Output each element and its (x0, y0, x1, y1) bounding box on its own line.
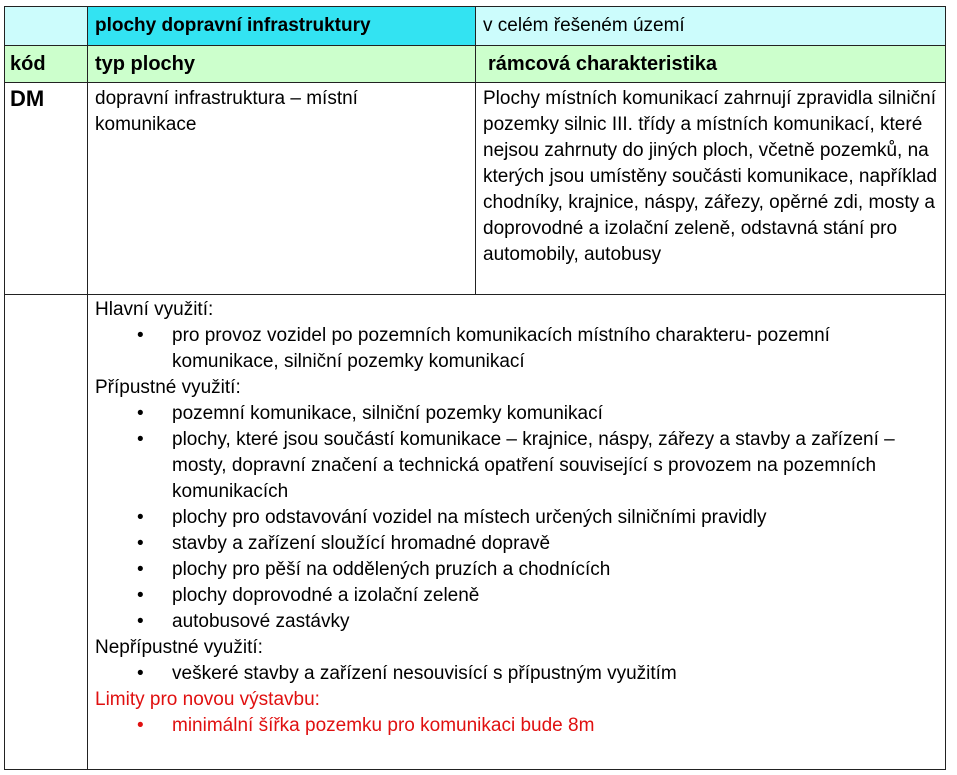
list-item: plochy, které jsou součástí komunikace –… (137, 427, 938, 505)
list-item: plochy pro odstavování vozidel na místec… (137, 505, 938, 531)
empty-cell (4, 6, 88, 46)
section-permitted-use: Přípustné využití: pozemní komunikace, s… (95, 375, 938, 635)
section-main-use: Hlavní využití: pro provoz vozidel po po… (95, 297, 938, 375)
area-code: DM (4, 82, 88, 295)
category-title: plochy dopravní infrastruktury (87, 6, 476, 46)
usage-rules: Hlavní využití: pro provoz vozidel po po… (87, 294, 946, 770)
list-item: minimální šířka pozemku pro komunikaci b… (137, 713, 938, 739)
section-title: Přípustné využití: (95, 377, 241, 398)
area-characteristic: Plochy místních komunikací zahrnují zpra… (475, 82, 946, 295)
table-row: DM dopravní infrastruktura – místní komu… (4, 82, 946, 295)
list-item: pro provoz vozidel po pozemních komunika… (137, 323, 938, 375)
column-header-type: typ plochy (87, 45, 476, 83)
section-construction-limits: Limity pro novou výstavbu: minimální šíř… (95, 687, 938, 739)
list-item: autobusové zastávky (137, 609, 938, 635)
usage-row: Hlavní využití: pro provoz vozidel po po… (4, 294, 946, 770)
category-row: plochy dopravní infrastruktury v celém ř… (4, 6, 946, 46)
section-title: Nepřípustné využití: (95, 637, 263, 658)
column-header-code: kód (4, 45, 88, 83)
list-item: stavby a zařízení sloužící hromadné dopr… (137, 531, 938, 557)
column-header-characteristic: rámcová charakteristika (475, 45, 946, 83)
list-item: plochy doprovodné a izolační zeleně (137, 583, 938, 609)
land-use-table: plochy dopravní infrastruktury v celém ř… (4, 6, 946, 770)
section-title: Hlavní využití: (95, 299, 214, 320)
area-type: dopravní infrastruktura – místní komunik… (87, 82, 476, 295)
section-title: Limity pro novou výstavbu: (95, 689, 320, 710)
empty-cell (4, 294, 88, 770)
scope-text: v celém řešeném území (475, 6, 946, 46)
list-item: veškeré stavby a zařízení nesouvisící s … (137, 661, 938, 687)
list-item: pozemní komunikace, silniční pozemky kom… (137, 401, 938, 427)
column-header-row: kód typ plochy rámcová charakteristika (4, 45, 946, 83)
section-forbidden-use: Nepřípustné využití: veškeré stavby a za… (95, 635, 938, 687)
list-item: plochy pro pěší na oddělených pruzích a … (137, 557, 938, 583)
